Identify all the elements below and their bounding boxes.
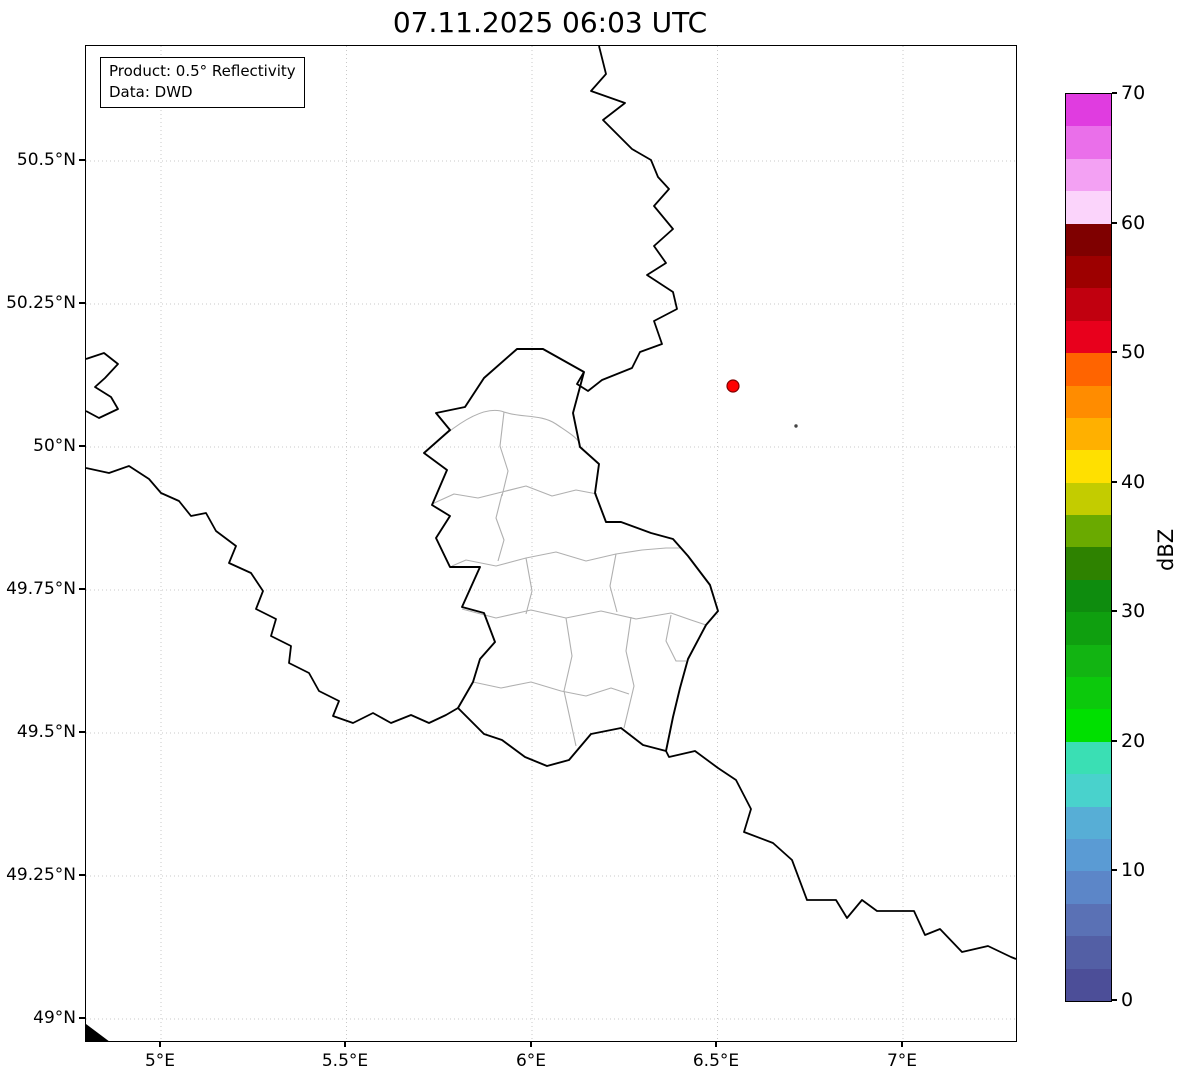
colorbar-band <box>1066 774 1111 807</box>
map-canvas <box>86 46 1016 1041</box>
y-tick-mark <box>79 159 85 161</box>
border-givet-salient <box>86 352 119 419</box>
x-tick-mark <box>159 1041 161 1047</box>
y-tick-mark <box>79 302 85 304</box>
colorbar-band <box>1066 482 1111 516</box>
border-belgium-germany <box>576 46 678 392</box>
radar-marker <box>726 379 740 393</box>
colorbar-band <box>1066 385 1111 418</box>
y-tick-mark <box>79 588 85 590</box>
colorbar-band <box>1066 709 1111 742</box>
x-tick-label: 6.5°E <box>692 1051 740 1071</box>
colorbar-band <box>1066 677 1111 710</box>
colorbar-band <box>1066 255 1111 289</box>
colorbar-tick-label: 10 <box>1121 859 1146 881</box>
map-plot-area: Product: 0.5° Reflectivity Data: DWD <box>85 45 1017 1042</box>
colorbar-tick-mark <box>1112 869 1117 871</box>
graticule-gridlines <box>86 46 1016 1041</box>
colorbar-band <box>1066 191 1111 224</box>
x-tick-label: 5°E <box>144 1051 176 1071</box>
border-france-belgium <box>86 465 459 724</box>
colorbar-band <box>1066 936 1111 969</box>
colorbar-band <box>1066 288 1111 321</box>
colorbar-tick-mark <box>1112 351 1117 353</box>
y-tick-label: 49°N <box>33 1008 76 1028</box>
product-annotation-line2: Data: DWD <box>109 83 193 101</box>
colorbar-tick-label: 50 <box>1121 341 1146 363</box>
colorbar-band <box>1066 871 1111 904</box>
colorbar-tick-mark <box>1112 222 1117 224</box>
colorbar-tick-mark <box>1112 481 1117 483</box>
colorbar-unit-label: dBZ <box>1154 528 1178 572</box>
y-tick-label: 50.25°N <box>6 293 76 313</box>
colorbar-band <box>1066 903 1111 937</box>
colorbar-band <box>1066 515 1111 548</box>
colorbar-tick-mark <box>1112 610 1117 612</box>
colorbar-band <box>1066 94 1111 127</box>
border-luxembourg <box>423 348 719 767</box>
y-tick-mark <box>79 731 85 733</box>
colorbar-tick-label: 0 <box>1121 989 1134 1011</box>
colorbar-band <box>1066 158 1111 192</box>
colorbar-band <box>1066 644 1111 678</box>
colorbar <box>1065 93 1112 1002</box>
x-tick-mark <box>901 1041 903 1047</box>
colorbar-tick-label: 60 <box>1121 212 1146 234</box>
colorbar-band <box>1066 320 1111 354</box>
plot-title: 07.11.2025 06:03 UTC <box>392 6 708 39</box>
y-tick-label: 50.5°N <box>16 150 76 170</box>
y-tick-label: 49.25°N <box>6 865 76 885</box>
border-fragment-corner <box>86 1024 109 1041</box>
y-tick-label: 49.5°N <box>16 722 76 742</box>
colorbar-band <box>1066 417 1111 451</box>
product-annotation-box: Product: 0.5° Reflectivity Data: DWD <box>100 57 305 108</box>
x-tick-mark <box>530 1041 532 1047</box>
y-tick-label: 49.75°N <box>6 579 76 599</box>
border-france-germany <box>665 750 1016 960</box>
y-tick-label: 50°N <box>33 436 76 456</box>
colorbar-tick-mark <box>1112 999 1117 1001</box>
colorbar-tick-label: 20 <box>1121 730 1146 752</box>
y-tick-mark <box>79 445 85 447</box>
colorbar-band <box>1066 223 1111 256</box>
x-tick-label: 6°E <box>515 1051 547 1071</box>
colorbar-band <box>1066 353 1111 386</box>
colorbar-band <box>1066 579 1111 613</box>
x-tick-label: 7°E <box>886 1051 918 1071</box>
x-tick-mark <box>715 1041 717 1047</box>
canton-borders <box>431 409 707 747</box>
colorbar-band <box>1066 547 1111 580</box>
y-tick-mark <box>79 874 85 876</box>
colorbar-tick-mark <box>1112 92 1117 94</box>
colorbar-tick-mark <box>1112 740 1117 742</box>
product-annotation-line1: Product: 0.5° Reflectivity <box>109 62 296 80</box>
x-tick-mark <box>344 1041 346 1047</box>
colorbar-band <box>1066 450 1111 483</box>
colorbar-band <box>1066 806 1111 839</box>
y-tick-mark <box>79 1017 85 1019</box>
colorbar-band <box>1066 838 1111 872</box>
colorbar-tick-label: 40 <box>1121 471 1146 493</box>
colorbar-band <box>1066 612 1111 645</box>
colorbar-band <box>1066 968 1111 1001</box>
radar-echo-speck <box>794 424 798 428</box>
colorbar-tick-label: 30 <box>1121 600 1146 622</box>
colorbar-tick-label: 70 <box>1121 82 1146 104</box>
colorbar-band <box>1066 126 1111 159</box>
x-tick-label: 5.5°E <box>321 1051 369 1071</box>
colorbar-band <box>1066 741 1111 775</box>
